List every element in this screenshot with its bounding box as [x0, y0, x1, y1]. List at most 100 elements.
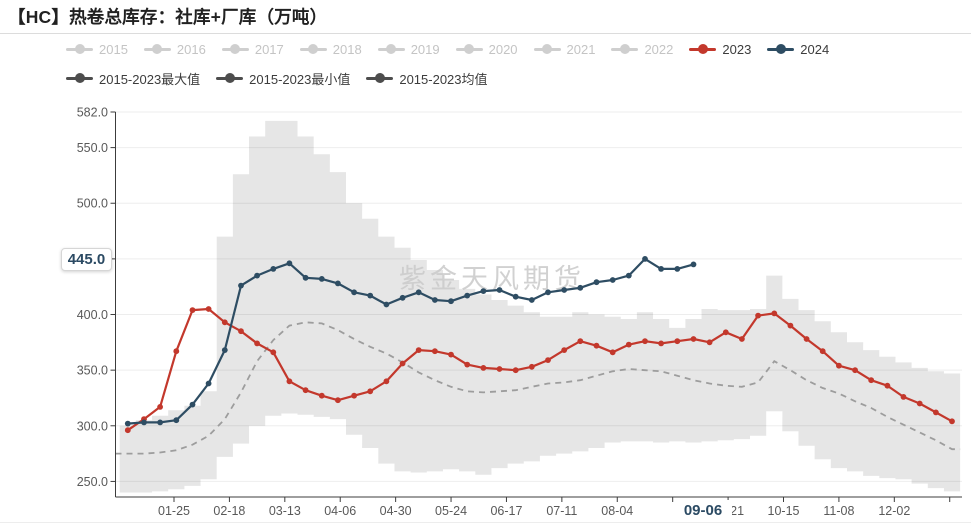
x-axis-label: 07-11 [546, 504, 577, 518]
series-2024-point [577, 284, 584, 291]
x-axis-label: 06-17 [490, 504, 522, 518]
legend-item-2018[interactable]: 2018 [299, 42, 362, 57]
x-axis-label: 04-30 [380, 504, 412, 518]
series-2023-point [803, 336, 810, 342]
y-axis-label: 550.0 [77, 141, 108, 155]
series-2023-point [658, 340, 664, 347]
series-2024-point [690, 261, 697, 268]
axes: 582.0 550.0 500.0 400.0 350.0 300.0 250.0 01-25… [77, 106, 962, 518]
series-2023-point [383, 378, 390, 385]
series-2023-point [302, 387, 309, 394]
series-2024-point [124, 420, 131, 427]
legend-line-dot-icon [366, 77, 394, 80]
legend-item-2015[interactable]: 2015 [66, 42, 128, 57]
series-2024-point [141, 419, 147, 426]
series-2024-point [496, 287, 503, 293]
series-2023-point [335, 397, 341, 404]
y-axis-label: 350.0 [77, 364, 108, 378]
legend-item-2019[interactable]: 2019 [377, 42, 440, 57]
series-2024-point [270, 266, 277, 272]
legend-item-label: 2015-2023最小值 [249, 72, 351, 87]
series-2023-path [127, 307, 953, 432]
legend-line-dot-icon [767, 48, 795, 51]
legend-item-label: 2015-2023均值 [399, 72, 488, 87]
series-2024-point [238, 282, 244, 289]
series-2024-point [189, 401, 196, 408]
legend-line-dot-icon [143, 48, 171, 51]
legend-line-dot-icon [533, 48, 561, 51]
series-2023-point [124, 427, 131, 434]
legend-item-label: 2021 [566, 42, 596, 57]
series-2023-point [221, 319, 228, 326]
legend-item-label: 2018 [332, 42, 362, 57]
series-2024-point [254, 272, 260, 279]
legend-line-dot-icon [221, 48, 249, 51]
series-2023-point [254, 340, 260, 347]
series-2023-point [949, 418, 955, 425]
series-2023-point [884, 382, 891, 389]
legend-row-years: 2015 2016 2017 2018 2019 2020 2021 2022 2023 2024 [66, 42, 829, 57]
legend-line-dot-icon [299, 48, 327, 51]
legend-item-2016[interactable]: 2016 [143, 42, 206, 57]
series-2023-point [933, 409, 939, 416]
legend-item-2020[interactable]: 2020 [455, 42, 518, 57]
legend-item-label: 2022 [644, 42, 674, 57]
x-axis-label: 03-13 [269, 504, 301, 518]
series-2024-point [528, 297, 535, 303]
series-2024-point [157, 419, 164, 426]
series-2023-point [173, 348, 180, 355]
page-title: 【HC】热卷总库存：社库+厂库（万吨） [8, 7, 328, 27]
series-2024-point [464, 292, 471, 299]
series-2023-point [205, 306, 212, 312]
series-2023-point [270, 349, 277, 356]
legend-line-dot-icon [216, 77, 244, 80]
series-2023-point [674, 338, 681, 345]
series-2023-point [480, 365, 487, 371]
series-2024-point [561, 287, 568, 293]
series-2023-point [561, 347, 568, 353]
legend-item-2015-2023[interactable]: 2015-2023最大值 [66, 69, 200, 88]
legend-item-2015-2023[interactable]: 2015-2023最小值 [216, 69, 350, 88]
series-2024-point [432, 297, 438, 303]
x-axis-label: 02-18 [213, 504, 245, 518]
mean-line [115, 321, 961, 455]
legend-item-2023[interactable]: 2023 [689, 42, 751, 57]
series-2024-point [351, 289, 357, 296]
series-2024-point [399, 294, 406, 301]
legend-item-2015-2023[interactable]: 2015-2023均值 [366, 69, 488, 88]
legend-line-dot-icon [689, 48, 717, 51]
minmax-band-area [119, 120, 961, 493]
series-2023-point [706, 339, 713, 346]
series-2023-point [593, 342, 600, 349]
y-axis-label: 300.0 [77, 419, 108, 433]
series-2023-point [545, 357, 551, 363]
y-axis-label: 250.0 [77, 475, 108, 489]
legend-item-2022[interactable]: 2022 [611, 42, 673, 57]
x-axis-label: 11-08 [823, 504, 854, 518]
series-2023-point [787, 322, 794, 329]
legend-item-2024[interactable]: 2024 [767, 42, 829, 57]
x-axis-label: 08-04 [601, 504, 633, 518]
legend-item-2021[interactable]: 2021 [533, 42, 596, 57]
series-2023-point [512, 367, 519, 374]
watermark: 紫金天风期货 [399, 264, 585, 294]
series-2024-point [367, 292, 374, 299]
series-2024-point [480, 288, 487, 294]
series-2023-point [189, 307, 196, 313]
legend-item-label: 2015-2023最大值 [99, 72, 201, 87]
legend-item-label: 2023 [722, 42, 752, 57]
series-2023-point [836, 362, 842, 369]
series-2023-point [415, 347, 422, 353]
legend-line-dot-icon [611, 48, 639, 51]
x-axis-label: 12-02 [878, 504, 910, 518]
series-2024-point [302, 274, 309, 281]
series-2023-point [238, 328, 244, 335]
y-axis-label: 500.0 [77, 197, 108, 211]
series-2023-point [351, 392, 357, 399]
series-2023-point [464, 361, 471, 368]
legend-item-2017[interactable]: 2017 [221, 42, 284, 57]
y-axis-label: 582.0 [77, 106, 108, 120]
x-axis-label: 04-06 [324, 504, 356, 518]
